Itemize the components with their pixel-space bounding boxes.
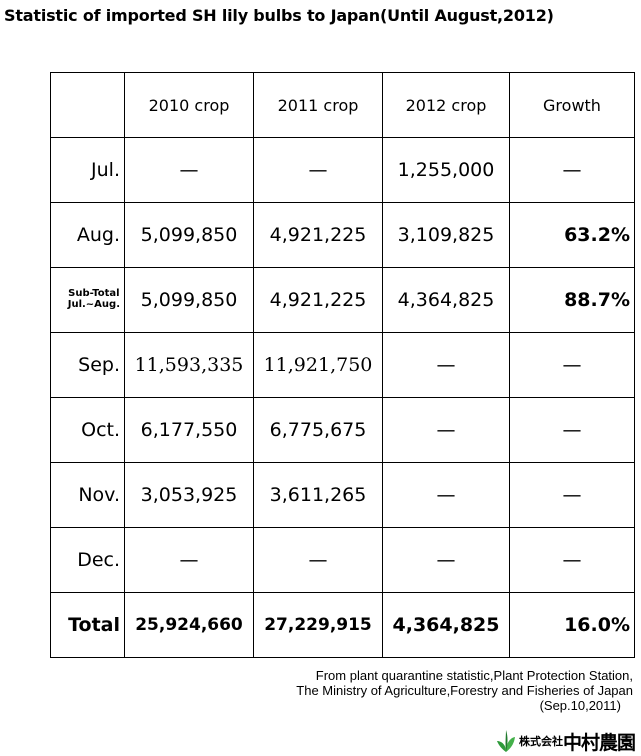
table-row-nov: Nov. 3,053,925 3,611,265 — — [50, 462, 635, 528]
value-2010: 11,593,335 [124, 332, 254, 398]
row-label: Jul. [50, 137, 125, 203]
header-2011-crop: 2011 crop [253, 72, 383, 138]
value-2011: — [253, 137, 383, 203]
source-line-2: The Ministry of Agriculture,Forestry and… [296, 683, 633, 698]
row-label: Sub-Total Jul.~Aug. [50, 267, 125, 333]
table-row-subtotal: Sub-Total Jul.~Aug. 5,099,850 4,921,225 … [50, 267, 635, 333]
value-2012: 4,364,825 [382, 592, 510, 658]
table-row-jul: Jul. — — 1,255,000 — [50, 137, 635, 203]
logo-big-text: 中村農園 [562, 731, 636, 754]
value-2012: — [382, 332, 510, 398]
table-header-row: 2010 crop 2011 crop 2012 crop Growth [50, 72, 635, 138]
value-growth: — [509, 397, 635, 463]
value-2012: — [382, 397, 510, 463]
subtotal-label-line1: Sub-Total [68, 288, 120, 299]
header-growth: Growth [509, 72, 635, 138]
header-2010-crop: 2010 crop [124, 72, 254, 138]
row-label: Oct. [50, 397, 125, 463]
value-2010: 5,099,850 [124, 202, 254, 268]
value-2010: — [124, 137, 254, 203]
value-2012: 1,255,000 [382, 137, 510, 203]
row-label: Dec. [50, 527, 125, 593]
value-2010: 6,177,550 [124, 397, 254, 463]
leaf-logo-icon [496, 730, 515, 752]
value-growth: — [509, 527, 635, 593]
row-label: Total [50, 592, 125, 658]
table-row-oct: Oct. 6,177,550 6,775,675 — — [50, 397, 635, 463]
value-2012: — [382, 527, 510, 593]
value-2010: 25,924,660 [124, 592, 254, 658]
value-2011: 4,921,225 [253, 202, 383, 268]
value-growth: — [509, 332, 635, 398]
table-row-dec: Dec. — — — — [50, 527, 635, 593]
source-note: From plant quarantine statistic,Plant Pr… [296, 668, 633, 713]
value-growth: — [509, 137, 635, 203]
subtotal-label-line2: Jul.~Aug. [67, 299, 120, 310]
table-row-sep: Sep. 11,593,335 11,921,750 — — [50, 332, 635, 398]
value-2011: 4,921,225 [253, 267, 383, 333]
value-growth: — [509, 462, 635, 528]
value-2010: 5,099,850 [124, 267, 254, 333]
header-corner-cell [50, 72, 125, 138]
value-2010: 3,053,925 [124, 462, 254, 528]
value-growth: 63.2% [509, 202, 635, 268]
value-2012: — [382, 462, 510, 528]
table-row-aug: Aug. 5,099,850 4,921,225 3,109,825 63.2% [50, 202, 635, 268]
value-2011: — [253, 527, 383, 593]
logo-small-text: 株式会社 [518, 735, 563, 748]
row-label: Nov. [50, 462, 125, 528]
value-2011: 11,921,750 [253, 332, 383, 398]
import-statistics-table: 2010 crop 2011 crop 2012 crop Growth Jul… [50, 72, 635, 658]
row-label: Sep. [50, 332, 125, 398]
value-2011: 27,229,915 [253, 592, 383, 658]
source-date: (Sep.10,2011) [539, 698, 621, 713]
table-row-total: Total 25,924,660 27,229,915 4,364,825 16… [50, 592, 635, 658]
value-2012: 4,364,825 [382, 267, 510, 333]
value-2012: 3,109,825 [382, 202, 510, 268]
company-logo: 株式会社 中村農園 [495, 728, 636, 754]
value-2011: 6,775,675 [253, 397, 383, 463]
value-2011: 3,611,265 [253, 462, 383, 528]
value-growth: 16.0% [509, 592, 635, 658]
page-title: Statistic of imported SH lily bulbs to J… [4, 6, 554, 25]
row-label: Aug. [50, 202, 125, 268]
source-line-1: From plant quarantine statistic,Plant Pr… [315, 668, 633, 683]
value-2010: — [124, 527, 254, 593]
header-2012-crop: 2012 crop [382, 72, 510, 138]
value-growth: 88.7% [509, 267, 635, 333]
subtotal-label: Sub-Total Jul.~Aug. [68, 288, 120, 310]
